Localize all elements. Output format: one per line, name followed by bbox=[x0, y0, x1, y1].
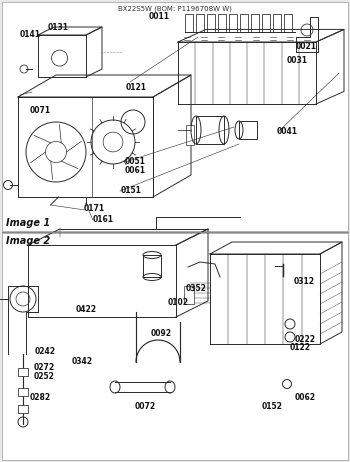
Bar bbox=[18, 388, 28, 396]
Text: 0151: 0151 bbox=[121, 186, 142, 195]
Bar bbox=[186, 125, 194, 145]
Text: 0282: 0282 bbox=[30, 393, 51, 402]
Bar bbox=[196, 116, 224, 144]
Bar bbox=[18, 368, 28, 376]
Text: 0342: 0342 bbox=[72, 357, 93, 366]
Bar bbox=[143, 255, 161, 277]
Text: 0131: 0131 bbox=[47, 23, 68, 32]
Text: 0122: 0122 bbox=[290, 343, 311, 353]
Text: 0021: 0021 bbox=[296, 42, 317, 51]
Text: 0121: 0121 bbox=[126, 83, 147, 92]
Text: 0041: 0041 bbox=[276, 127, 298, 136]
Bar bbox=[2, 233, 348, 460]
Text: 0051: 0051 bbox=[124, 157, 145, 166]
Bar bbox=[18, 405, 28, 413]
Text: 0092: 0092 bbox=[150, 329, 172, 338]
Text: Image 1: Image 1 bbox=[6, 218, 50, 228]
Text: 0141: 0141 bbox=[19, 30, 40, 39]
Text: 0252: 0252 bbox=[33, 372, 54, 381]
Text: Image 2: Image 2 bbox=[6, 236, 50, 246]
Text: BX22S5W (BOM: P1196708W W): BX22S5W (BOM: P1196708W W) bbox=[118, 6, 232, 12]
Text: 0152: 0152 bbox=[262, 402, 283, 411]
Bar bbox=[2, 2, 348, 231]
Text: 0072: 0072 bbox=[135, 402, 156, 411]
Bar bbox=[239, 121, 257, 139]
Text: 0031: 0031 bbox=[287, 55, 308, 65]
Text: 0011: 0011 bbox=[149, 12, 170, 21]
Text: 0312: 0312 bbox=[294, 277, 315, 286]
Text: 0352: 0352 bbox=[186, 284, 206, 293]
Text: 0171: 0171 bbox=[84, 204, 105, 213]
Text: 0161: 0161 bbox=[93, 215, 114, 224]
Text: 0061: 0061 bbox=[124, 165, 145, 175]
Text: 0242: 0242 bbox=[35, 346, 56, 356]
Text: 0272: 0272 bbox=[33, 363, 54, 372]
Text: 0102: 0102 bbox=[168, 298, 189, 307]
Text: 0062: 0062 bbox=[295, 393, 316, 402]
Bar bbox=[184, 286, 194, 304]
Text: 0222: 0222 bbox=[295, 335, 316, 344]
Text: 0422: 0422 bbox=[75, 305, 96, 314]
Text: 0071: 0071 bbox=[30, 106, 51, 116]
